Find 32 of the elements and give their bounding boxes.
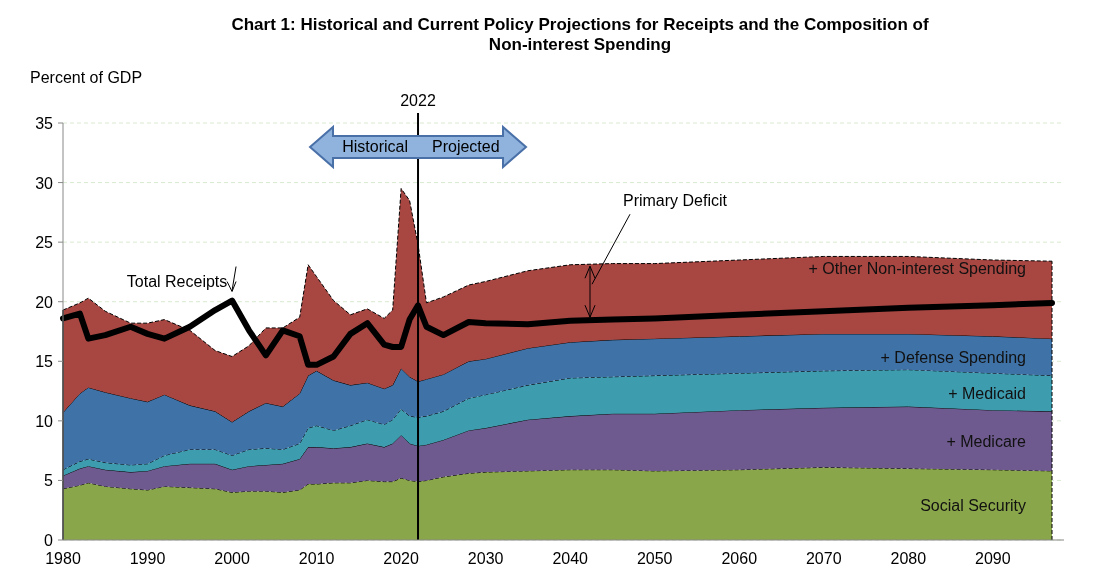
y-tick-label: 15	[35, 353, 54, 371]
y-tick-label: 10	[35, 412, 54, 430]
series-label: + Other Non-interest Spending	[808, 259, 1026, 277]
legend-label: Total Receipts	[126, 272, 228, 290]
x-tick-label: 2000	[214, 550, 250, 567]
x-tick-label: 2090	[975, 550, 1011, 567]
annotation: Projected	[432, 138, 500, 155]
x-tick-label: 2050	[636, 550, 673, 567]
series-label: + Defense Spending	[880, 349, 1026, 367]
series-label: Social Security	[920, 497, 1026, 515]
y-tick-label: 30	[35, 174, 54, 192]
x-tick-label: 2040	[552, 550, 589, 567]
annotation: Historical	[342, 138, 409, 155]
y-tick-label: 5	[44, 472, 54, 490]
y-axis-title: Percent of GDP	[30, 69, 143, 86]
annotation: Primary Deficit	[622, 192, 728, 210]
series-label: + Medicaid	[948, 385, 1026, 403]
x-tick-label: 2060	[721, 550, 758, 567]
x-tick-label: 2020	[383, 550, 420, 567]
y-tick-label: 0	[44, 532, 54, 549]
x-tick-label: 1990	[129, 550, 166, 567]
x-tick-label: 2030	[467, 550, 504, 567]
x-tick-label: 2080	[890, 550, 927, 567]
chart-title: Chart 1: Historical and Current Policy Projections for Receipts and the Composition of Non-interest Spending	[231, 15, 929, 54]
x-tick-label: 1980	[45, 550, 81, 567]
series-label: + Medicare	[946, 433, 1027, 451]
x-tick-label: 2070	[805, 550, 842, 567]
ref-line-label: 2022	[400, 92, 436, 109]
y-tick-label: 25	[35, 234, 54, 252]
y-tick-label: 35	[35, 115, 54, 132]
y-tick-label: 20	[35, 293, 54, 311]
x-tick-label: 2010	[298, 550, 335, 567]
